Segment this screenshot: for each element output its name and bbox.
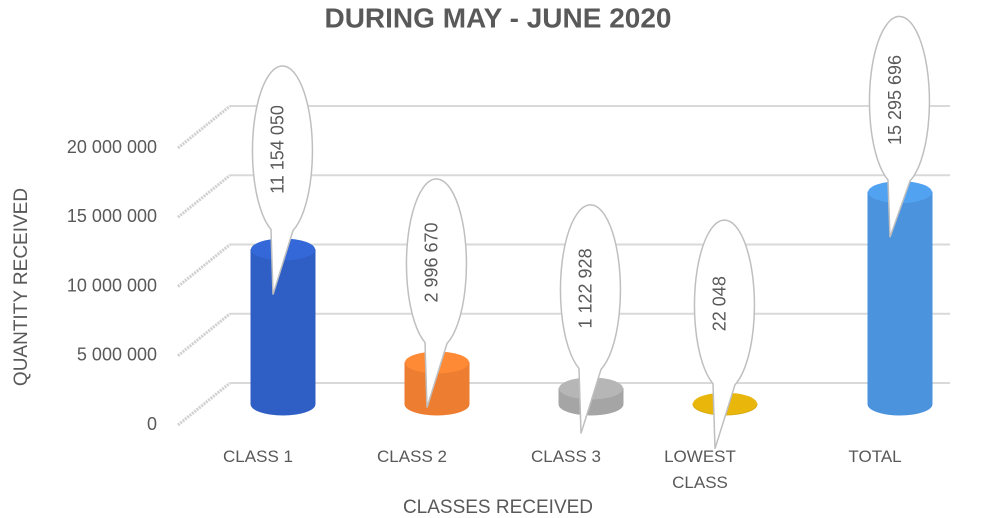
data-label: 2 996 670 bbox=[422, 222, 442, 302]
x-tick-label: CLASS 1 bbox=[223, 447, 293, 466]
grid-line bbox=[177, 104, 231, 150]
y-tick-label: 20 000 000 bbox=[67, 137, 157, 157]
callout bbox=[405, 178, 468, 408]
grid-line bbox=[177, 381, 231, 427]
y-axis-label: QUANTITY RECEIVED bbox=[11, 188, 32, 386]
callout bbox=[868, 15, 931, 238]
data-label: 15 295 696 bbox=[885, 55, 905, 145]
callout bbox=[559, 204, 622, 434]
y-tick-label: 5 000 000 bbox=[77, 345, 157, 365]
grid-line bbox=[177, 243, 231, 288]
x-tick-label: CLASS 3 bbox=[531, 447, 601, 466]
bar bbox=[250, 249, 316, 416]
x-axis-label: CLASSES RECEIVED bbox=[403, 497, 593, 518]
chart-title: DURING MAY - JUNE 2020 bbox=[324, 2, 671, 33]
x-tick-label: LOWEST CLASS bbox=[664, 447, 736, 492]
bar bbox=[404, 361, 470, 416]
y-tick-label: 15 000 000 bbox=[67, 206, 157, 226]
data-label: 1 122 928 bbox=[576, 248, 596, 328]
x-tick-label: TOTAL bbox=[848, 447, 902, 466]
callout bbox=[251, 65, 314, 295]
grid-line bbox=[177, 174, 231, 219]
data-label: 22 048 bbox=[710, 276, 730, 331]
y-tick-label: 0 bbox=[147, 414, 157, 434]
data-label: 11 154 050 bbox=[268, 105, 288, 194]
x-tick-label: CLASS 2 bbox=[377, 447, 447, 466]
grid-line bbox=[177, 312, 231, 357]
bar bbox=[867, 191, 933, 416]
callout bbox=[693, 219, 756, 449]
y-tick-label: 10 000 000 bbox=[67, 275, 157, 295]
